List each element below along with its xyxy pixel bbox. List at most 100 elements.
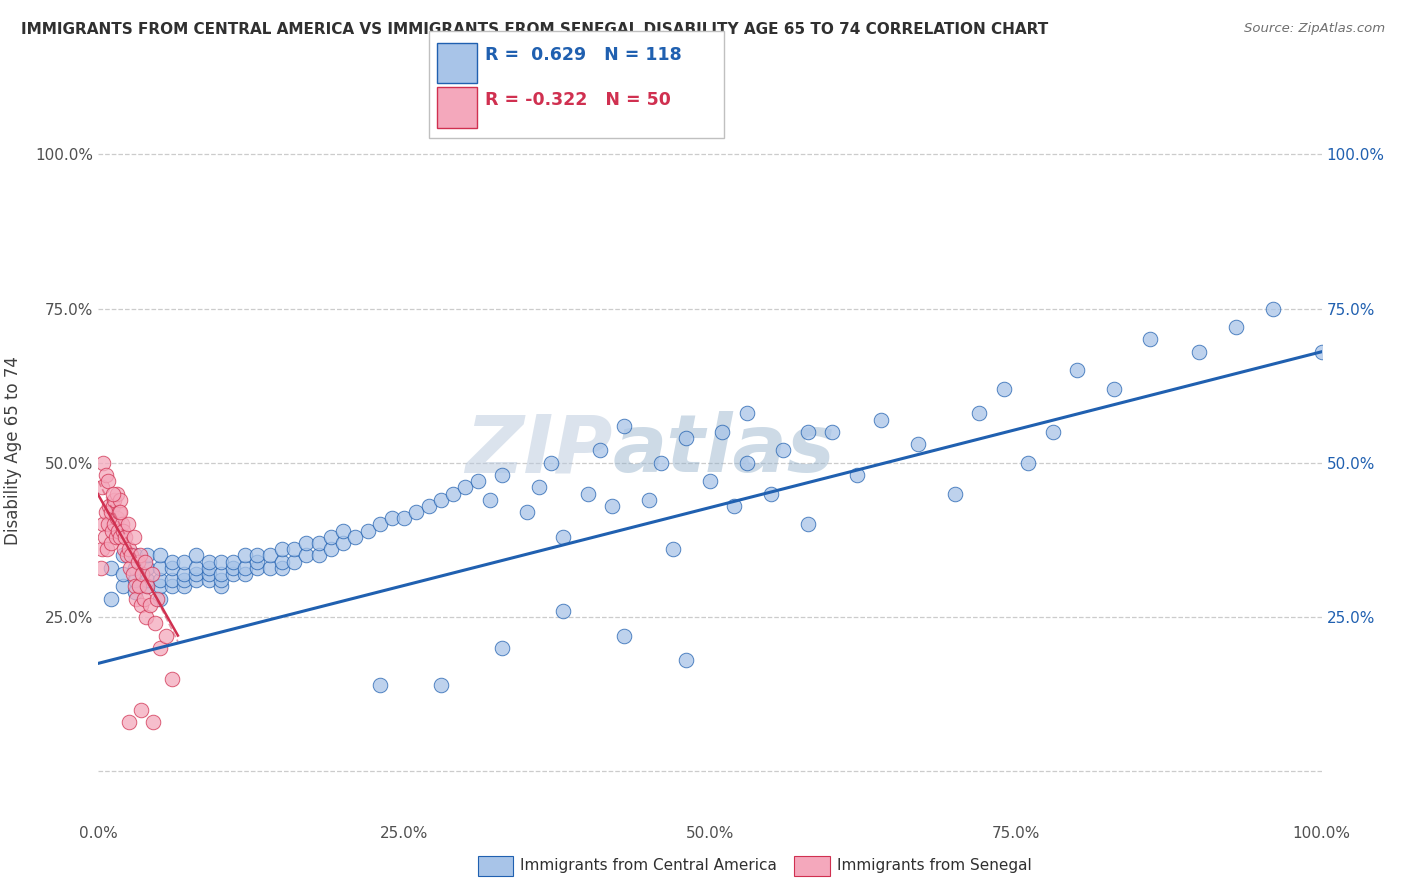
Point — [136, 560, 159, 574]
Point — [797, 517, 820, 532]
Point — [319, 530, 342, 544]
Point — [845, 468, 868, 483]
Point — [124, 573, 146, 587]
Point — [478, 492, 501, 507]
Point — [118, 542, 141, 557]
Point — [222, 554, 245, 569]
Point — [1225, 320, 1247, 334]
Point — [105, 511, 128, 525]
Point — [110, 530, 132, 544]
Point — [149, 560, 172, 574]
Point — [491, 468, 513, 483]
Point — [246, 560, 269, 574]
Point — [94, 468, 117, 483]
Point — [135, 610, 157, 624]
Point — [142, 714, 165, 729]
Point — [186, 573, 208, 587]
Point — [97, 475, 120, 489]
Point — [1261, 301, 1284, 316]
Point — [149, 591, 172, 606]
Point — [100, 505, 122, 519]
Point — [1042, 425, 1064, 439]
Point — [91, 517, 114, 532]
Point — [467, 475, 489, 489]
Point — [132, 591, 155, 606]
Point — [356, 524, 378, 538]
Point — [246, 549, 269, 563]
Point — [104, 530, 127, 544]
Point — [270, 560, 294, 574]
Point — [186, 549, 208, 563]
Point — [128, 579, 150, 593]
Point — [131, 566, 153, 581]
Point — [344, 530, 367, 544]
Point — [100, 536, 122, 550]
Point — [117, 517, 139, 532]
Point — [160, 560, 183, 574]
Text: ZIP: ZIP — [465, 411, 612, 490]
Point — [149, 549, 172, 563]
Point — [540, 456, 562, 470]
Point — [107, 524, 129, 538]
Point — [100, 591, 122, 606]
Point — [103, 492, 125, 507]
Point — [1188, 344, 1211, 359]
Point — [430, 492, 453, 507]
Point — [110, 505, 132, 519]
Point — [381, 511, 404, 525]
Point — [136, 579, 159, 593]
Point — [735, 407, 758, 421]
Point — [222, 566, 245, 581]
Point — [186, 560, 208, 574]
Point — [129, 703, 152, 717]
Point — [129, 549, 152, 563]
Point — [160, 579, 183, 593]
Point — [143, 616, 166, 631]
Point — [136, 549, 159, 563]
Point — [589, 443, 612, 458]
Point — [675, 653, 697, 667]
Point — [233, 549, 256, 563]
Text: IMMIGRANTS FROM CENTRAL AMERICA VS IMMIGRANTS FROM SENEGAL DISABILITY AGE 65 TO : IMMIGRANTS FROM CENTRAL AMERICA VS IMMIG… — [21, 22, 1049, 37]
Point — [197, 573, 219, 587]
Point — [105, 486, 128, 500]
Point — [111, 517, 134, 532]
Point — [197, 560, 219, 574]
Text: Immigrants from Central America: Immigrants from Central America — [520, 858, 778, 872]
Point — [332, 536, 354, 550]
Point — [112, 542, 135, 557]
Point — [122, 530, 145, 544]
Point — [96, 542, 118, 557]
Point — [675, 431, 697, 445]
Point — [270, 542, 294, 557]
Point — [173, 579, 195, 593]
Point — [797, 425, 820, 439]
Point — [149, 640, 172, 655]
Point — [197, 566, 219, 581]
Point — [121, 566, 143, 581]
Point — [120, 560, 142, 574]
Text: Source: ZipAtlas.com: Source: ZipAtlas.com — [1244, 22, 1385, 36]
Text: atlas: atlas — [612, 411, 835, 490]
Point — [186, 566, 208, 581]
Point — [1102, 382, 1125, 396]
Point — [114, 530, 136, 544]
Point — [197, 554, 219, 569]
Point — [821, 425, 844, 439]
Point — [155, 629, 177, 643]
Point — [101, 486, 124, 500]
Point — [1017, 456, 1039, 470]
Point — [101, 524, 124, 538]
Point — [735, 456, 758, 470]
Point — [115, 549, 138, 563]
Point — [405, 505, 427, 519]
Point — [209, 554, 232, 569]
Point — [173, 554, 195, 569]
Point — [111, 549, 134, 563]
Point — [418, 499, 440, 513]
Point — [907, 437, 929, 451]
Point — [173, 573, 195, 587]
Point — [233, 560, 256, 574]
Point — [160, 573, 183, 587]
Point — [637, 492, 661, 507]
